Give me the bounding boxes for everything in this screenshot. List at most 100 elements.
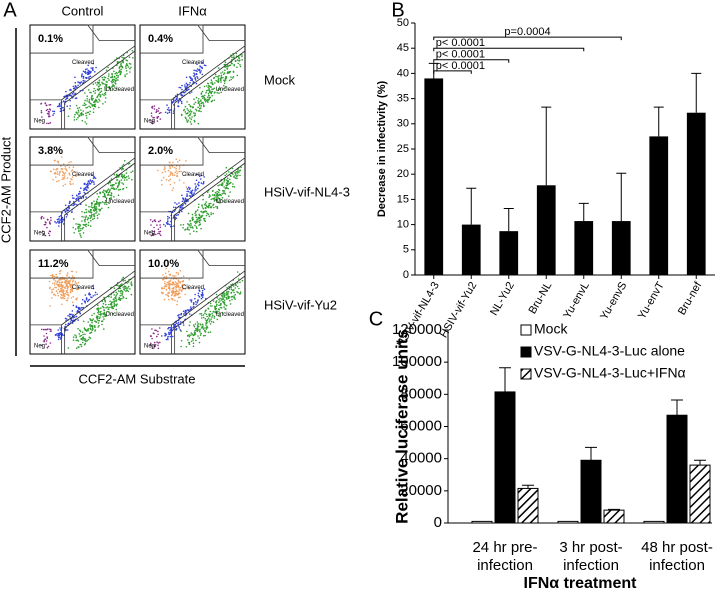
event-dot xyxy=(103,303,105,305)
event-dot xyxy=(183,313,185,315)
event-dot xyxy=(65,282,67,284)
event-dot xyxy=(186,77,188,79)
event-dot xyxy=(229,300,231,302)
event-dot xyxy=(175,281,177,283)
event-dot xyxy=(75,199,77,201)
x-tick-label: Bru-nef xyxy=(676,279,705,317)
event-dot xyxy=(121,66,123,68)
event-dot xyxy=(121,57,123,59)
event-dot xyxy=(196,217,198,219)
event-dot xyxy=(98,204,100,206)
event-dot xyxy=(116,73,118,75)
event-dot xyxy=(88,225,90,227)
event-dot xyxy=(67,315,69,317)
event-dot xyxy=(233,289,235,291)
event-dot xyxy=(62,296,64,298)
event-dot xyxy=(69,108,71,110)
event-dot xyxy=(83,232,85,234)
flow-plot: CleavedUncleavedNeg0.4% xyxy=(140,25,245,129)
event-dot xyxy=(204,99,206,101)
event-dot xyxy=(212,191,214,193)
event-dot xyxy=(164,283,166,285)
event-dot xyxy=(83,321,85,323)
event-dot xyxy=(161,184,163,186)
event-dot xyxy=(227,68,229,70)
event-dot xyxy=(92,295,94,297)
event-dot xyxy=(195,304,197,306)
event-dot xyxy=(224,304,226,306)
event-dot xyxy=(155,344,157,346)
event-dot xyxy=(157,331,159,333)
event-dot xyxy=(68,173,70,175)
event-dot xyxy=(217,176,219,178)
event-dot xyxy=(121,182,123,184)
event-dot xyxy=(65,166,67,168)
event-dot xyxy=(200,107,202,109)
event-dot xyxy=(175,168,177,170)
event-dot xyxy=(50,329,52,331)
event-dot xyxy=(131,281,133,283)
event-dot xyxy=(177,284,179,286)
event-dot xyxy=(157,345,159,347)
event-dot xyxy=(73,339,75,341)
event-dot xyxy=(180,87,182,89)
event-dot xyxy=(166,276,168,278)
event-dot xyxy=(230,296,232,298)
gate-label: Cleaved xyxy=(72,60,94,66)
event-dot xyxy=(229,191,231,193)
event-dot xyxy=(50,330,52,332)
event-dot xyxy=(114,297,116,299)
event-dot xyxy=(45,102,47,104)
event-dot xyxy=(209,311,211,313)
event-dot xyxy=(188,191,190,193)
event-dot xyxy=(86,297,88,299)
event-dot xyxy=(212,204,214,206)
event-dot xyxy=(239,175,241,177)
event-dot xyxy=(159,233,161,235)
event-dot xyxy=(240,66,242,68)
event-dot xyxy=(57,173,59,175)
event-dot xyxy=(228,181,230,183)
event-dot xyxy=(117,179,119,181)
event-dot xyxy=(196,83,198,85)
event-dot xyxy=(211,81,213,83)
event-dot xyxy=(230,76,232,78)
event-dot xyxy=(88,100,90,102)
event-dot xyxy=(193,81,195,83)
event-dot xyxy=(111,187,113,189)
event-dot xyxy=(49,235,51,237)
event-dot xyxy=(96,204,98,206)
event-dot xyxy=(86,95,88,97)
event-dot xyxy=(203,97,205,99)
event-dot xyxy=(189,313,191,315)
event-dot xyxy=(183,224,185,226)
event-dot xyxy=(205,101,207,103)
event-dot xyxy=(120,293,122,295)
event-dot xyxy=(83,188,85,190)
event-dot xyxy=(186,193,188,195)
event-dot xyxy=(104,301,106,303)
event-dot xyxy=(48,111,50,113)
event-dot xyxy=(183,276,185,278)
event-dot xyxy=(158,110,160,112)
event-dot xyxy=(203,181,205,183)
event-dot xyxy=(190,77,192,79)
event-dot xyxy=(76,299,78,301)
event-dot xyxy=(187,339,189,341)
event-dot xyxy=(75,85,77,87)
event-dot xyxy=(179,171,181,173)
event-dot xyxy=(189,309,191,311)
event-dot xyxy=(173,290,175,292)
event-dot xyxy=(166,286,168,288)
event-dot xyxy=(72,275,74,277)
event-dot xyxy=(103,318,105,320)
error-bar xyxy=(499,368,511,392)
event-dot xyxy=(113,188,115,190)
event-dot xyxy=(70,292,72,294)
event-dot xyxy=(121,179,123,181)
event-dot xyxy=(210,318,212,320)
event-dot xyxy=(202,215,204,217)
event-dot xyxy=(182,198,184,200)
event-dot xyxy=(54,287,56,289)
event-dot xyxy=(157,120,159,122)
